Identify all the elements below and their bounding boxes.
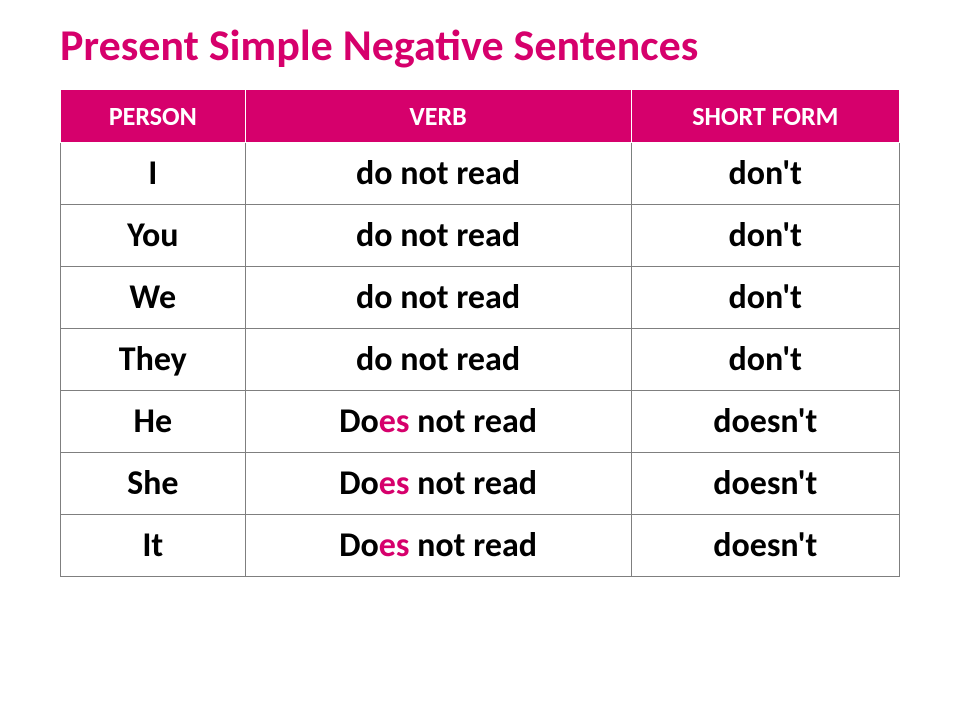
- person-cell: They: [61, 328, 246, 390]
- table-row: Theydo not readdon't: [61, 328, 900, 390]
- grammar-table: Person Verb Short form Ido not readdon't…: [60, 89, 900, 577]
- verb-es-highlight: es: [379, 463, 410, 504]
- short-prefix: doesn: [713, 525, 797, 566]
- header-person: Person: [61, 89, 246, 142]
- person-cell: We: [61, 266, 246, 328]
- slide: Present Simple Negative Sentences Person…: [0, 0, 960, 720]
- short-form-cell: doesn't: [631, 514, 899, 576]
- short-prefix: don: [729, 215, 783, 256]
- short-form-cell: doesn't: [631, 390, 899, 452]
- verb-prefix: do: [356, 277, 393, 318]
- header-short-form: Short form: [631, 89, 899, 142]
- verb-cell: Does not read: [245, 452, 631, 514]
- short-suffix: 't: [798, 463, 818, 504]
- table-row: Wedo not readdon't: [61, 266, 900, 328]
- person-cell: You: [61, 204, 246, 266]
- verb-cell: Does not read: [245, 514, 631, 576]
- short-suffix: 't: [782, 153, 802, 194]
- verb-cell: do not read: [245, 142, 631, 204]
- short-form-cell: don't: [631, 204, 899, 266]
- short-prefix: doesn: [713, 401, 797, 442]
- short-form-cell: don't: [631, 328, 899, 390]
- verb-rest: not read: [409, 463, 537, 504]
- verb-prefix: Do: [339, 463, 379, 504]
- verb-prefix: do: [356, 215, 393, 256]
- person-cell: It: [61, 514, 246, 576]
- person-cell: I: [61, 142, 246, 204]
- short-suffix: 't: [782, 277, 802, 318]
- verb-cell: Does not read: [245, 390, 631, 452]
- short-form-cell: don't: [631, 266, 899, 328]
- verb-rest: not read: [393, 339, 521, 380]
- person-cell: She: [61, 452, 246, 514]
- short-prefix: don: [729, 277, 783, 318]
- table-row: SheDoes not readdoesn't: [61, 452, 900, 514]
- short-suffix: 't: [798, 401, 818, 442]
- verb-rest: not read: [393, 153, 521, 194]
- verb-rest: not read: [393, 215, 521, 256]
- verb-rest: not read: [409, 525, 537, 566]
- short-form-cell: doesn't: [631, 452, 899, 514]
- short-prefix: doesn: [713, 463, 797, 504]
- short-form-cell: don't: [631, 142, 899, 204]
- verb-rest: not read: [409, 401, 537, 442]
- verb-cell: do not read: [245, 266, 631, 328]
- short-prefix: don: [729, 153, 783, 194]
- verb-rest: not read: [393, 277, 521, 318]
- short-suffix: 't: [798, 525, 818, 566]
- table-row: HeDoes not readdoesn't: [61, 390, 900, 452]
- verb-prefix: do: [356, 153, 393, 194]
- person-cell: He: [61, 390, 246, 452]
- header-verb: Verb: [245, 89, 631, 142]
- table-row: ItDoes not readdoesn't: [61, 514, 900, 576]
- verb-prefix: Do: [339, 525, 379, 566]
- slide-title: Present Simple Negative Sentences: [60, 20, 900, 71]
- verb-cell: do not read: [245, 328, 631, 390]
- table-header-row: Person Verb Short form: [61, 89, 900, 142]
- short-suffix: 't: [782, 339, 802, 380]
- table-row: Youdo not readdon't: [61, 204, 900, 266]
- verb-es-highlight: es: [379, 401, 410, 442]
- verb-es-highlight: es: [379, 525, 410, 566]
- verb-prefix: Do: [339, 401, 379, 442]
- table-row: Ido not readdon't: [61, 142, 900, 204]
- table-body: Ido not readdon'tYoudo not readdon'tWedo…: [61, 142, 900, 576]
- verb-prefix: do: [356, 339, 393, 380]
- short-suffix: 't: [782, 215, 802, 256]
- short-prefix: don: [729, 339, 783, 380]
- verb-cell: do not read: [245, 204, 631, 266]
